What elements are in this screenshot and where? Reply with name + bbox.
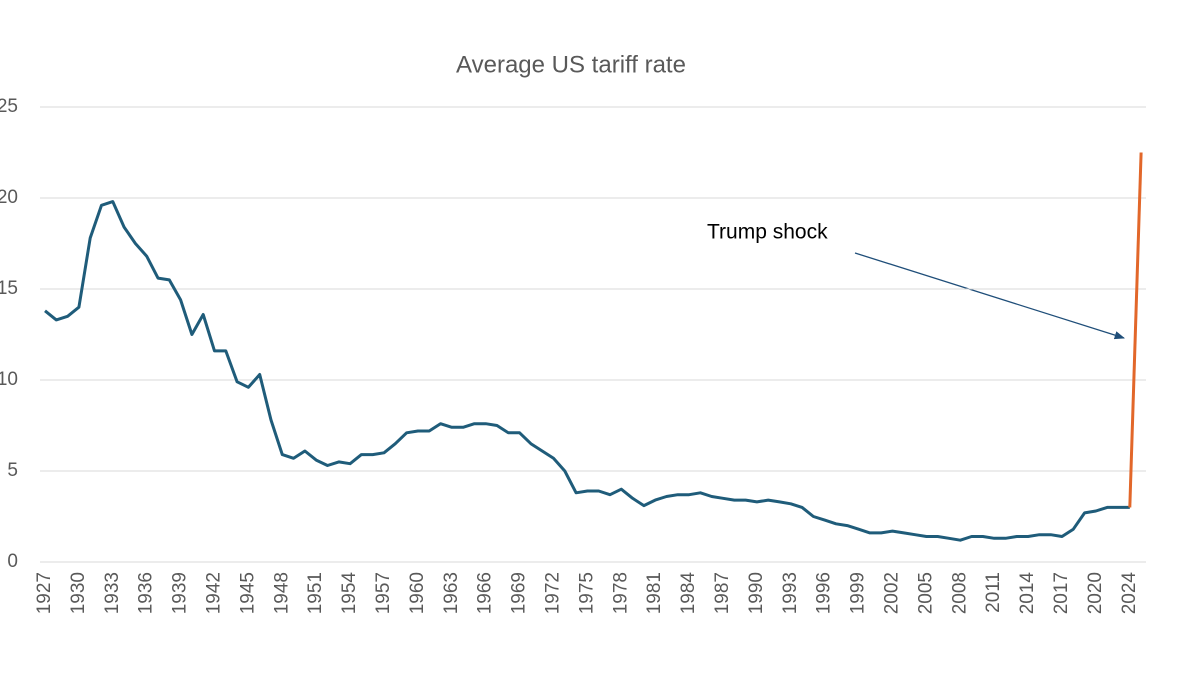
y-tick-label: 0 (7, 551, 18, 572)
x-tick-label: 1993 (780, 572, 801, 614)
x-tick-label: 2011 (983, 572, 1004, 613)
x-tick-label: 1972 (543, 572, 564, 614)
x-tick-label: 1954 (339, 572, 360, 615)
line-series (44, 200, 1130, 542)
x-tick-label: 1960 (407, 572, 428, 614)
annotation: Trump shock (707, 221, 828, 244)
annotation-arrow (854, 252, 1125, 340)
x-tick-label: 1975 (576, 572, 597, 614)
x-tick-label: 2008 (949, 572, 970, 614)
y-tick-label: 5 (7, 460, 18, 481)
x-tick-label: 1969 (509, 572, 530, 614)
x-tick-label: 1963 (441, 572, 462, 614)
x-tick-label: 1948 (271, 572, 292, 614)
x-tick-label: 1936 (136, 572, 157, 614)
y-tick-label: 15 (0, 278, 18, 299)
x-tick-label: 1951 (305, 572, 326, 614)
x-tick-label: 1942 (204, 572, 225, 614)
x-tick-label: 2017 (1051, 572, 1072, 614)
x-tick-label: 1981 (644, 572, 665, 614)
x-tick-label: 1984 (678, 572, 699, 615)
x-tick-label: 1957 (373, 572, 394, 614)
x-tick-label: 2020 (1085, 572, 1106, 614)
x-tick-label: 1987 (712, 572, 733, 614)
x-tick-label: 2024 (1119, 572, 1140, 615)
line-series (1128, 152, 1143, 508)
y-tick-label: 20 (0, 187, 18, 208)
x-tick-label: 2014 (1017, 572, 1038, 615)
x-tick-label: 1999 (848, 572, 869, 614)
x-tick-label: 1927 (34, 572, 55, 614)
x-tick-label: 1990 (746, 572, 767, 614)
x-tick-label: 1945 (237, 572, 258, 614)
x-tick-label: 1978 (610, 572, 631, 614)
x-tick-label: 1966 (475, 572, 496, 614)
x-tick-label: 1996 (814, 572, 835, 614)
x-tick-label: 2005 (915, 572, 936, 614)
x-tick-label: 1930 (68, 572, 89, 614)
x-tick-label: 1939 (170, 572, 191, 614)
chart-title: Average US tariff rate (456, 51, 686, 78)
y-tick-label: 10 (0, 369, 18, 390)
y-tick-label: 25 (0, 96, 18, 117)
x-tick-label: 1933 (102, 572, 123, 614)
x-tick-label: 2002 (882, 572, 903, 614)
